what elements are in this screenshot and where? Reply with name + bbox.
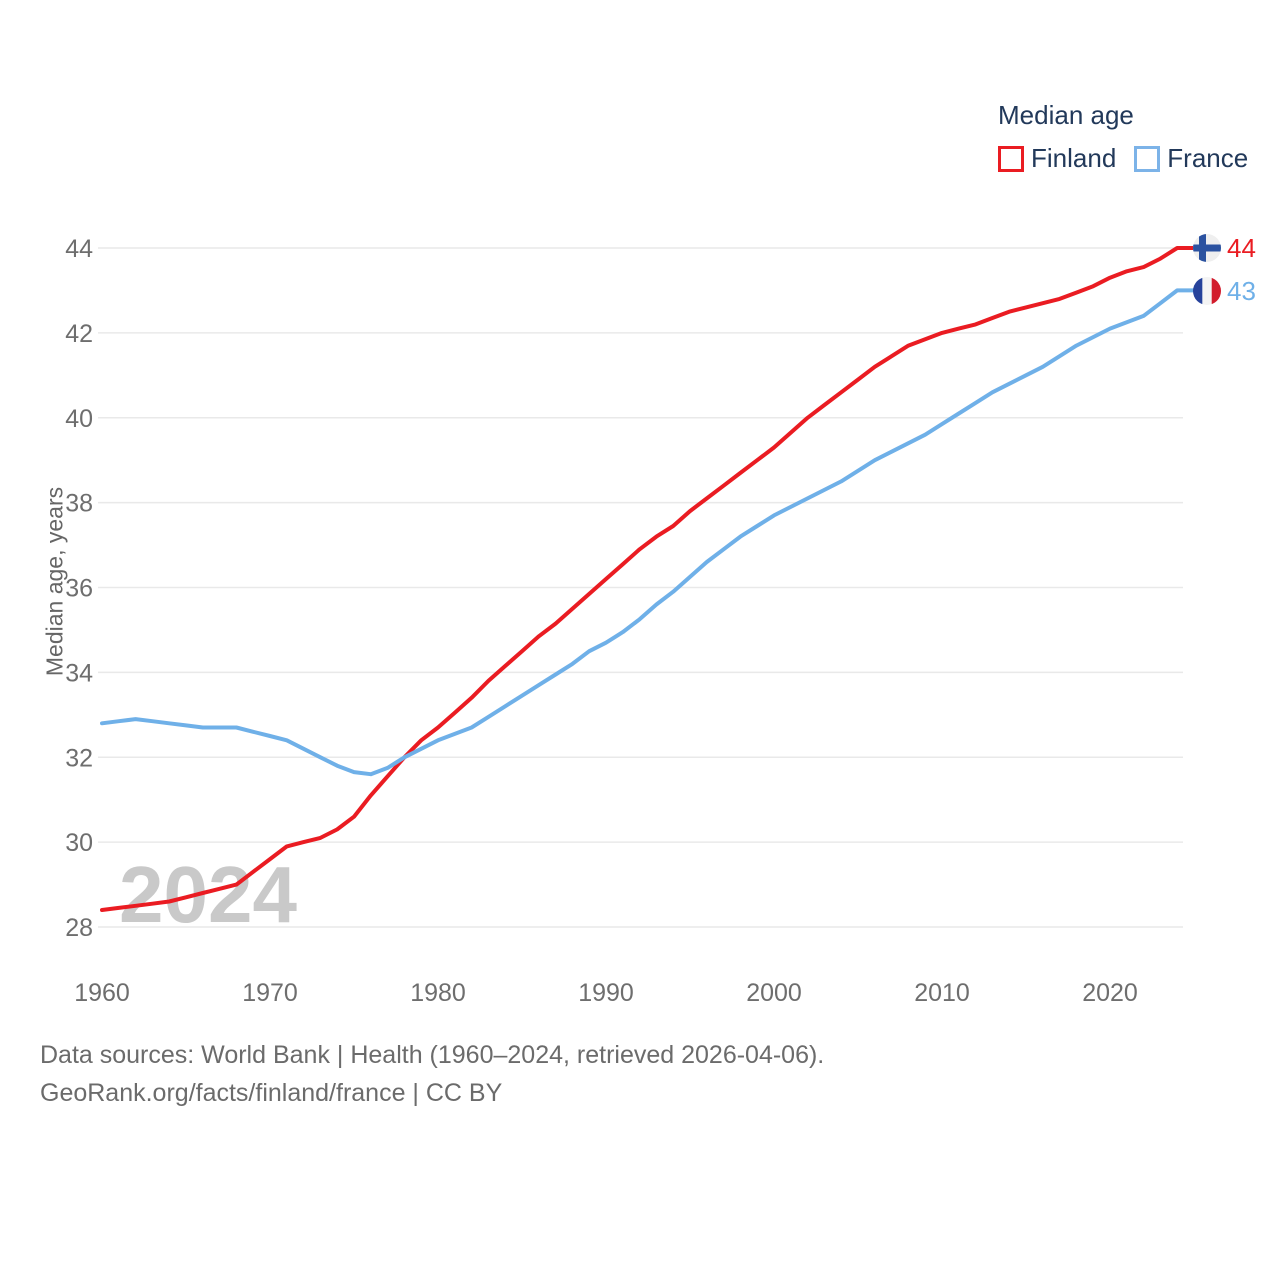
x-tick-label-2020: 2020: [1082, 979, 1138, 1007]
y-tick-label-42: 42: [65, 320, 93, 348]
france-line-series[interactable]: [100, 288, 1196, 777]
legend-title: Median age: [998, 100, 1134, 130]
y-tick-label-28: 28: [65, 914, 93, 942]
x-tick-label-1970: 1970: [242, 979, 298, 1007]
legend-item-label: Finland: [1031, 143, 1117, 173]
legend: Median age Finland France: [998, 100, 1248, 174]
x-tick-label-1990: 1990: [578, 979, 634, 1007]
x-tick-label-2010: 2010: [914, 979, 970, 1007]
x-tick-label-1960: 1960: [74, 979, 130, 1007]
legend-item-label: France: [1167, 143, 1249, 173]
france-end-value: 43: [1227, 276, 1256, 306]
legend-item-finland[interactable]: Finland: [998, 143, 1116, 174]
y-tick-label-38: 38: [65, 490, 93, 518]
footer: Data sources: World Bank | Health (1960–…: [40, 1036, 824, 1112]
finland-series-swatch: [998, 145, 1024, 172]
finland-flag-icon: [1193, 234, 1221, 262]
legend-item-france[interactable]: France: [1134, 143, 1248, 174]
finland-line-series[interactable]: [100, 246, 1196, 912]
y-tick-label-44: 44: [65, 235, 93, 263]
data-sources-line: Data sources: World Bank | Health (1960–…: [40, 1041, 825, 1069]
y-tick-label-34: 34: [65, 659, 93, 687]
watermark-year: 2024: [119, 850, 297, 939]
x-tick-label-1980: 1980: [410, 979, 466, 1007]
x-tick-label-2000: 2000: [746, 979, 802, 1007]
y-tick-label-40: 40: [65, 405, 93, 433]
y-axis-title: Median age, years: [41, 486, 68, 677]
finland-end-label: 44: [1193, 233, 1256, 263]
attribution-line: GeoRank.org/facts/finland/france | CC BY: [40, 1079, 503, 1107]
france-end-label: 43: [1193, 276, 1256, 306]
y-tick-label-36: 36: [65, 575, 93, 603]
legend-items: Finland France: [998, 143, 1248, 174]
finland-end-value: 44: [1227, 233, 1256, 263]
france-flag-icon: [1193, 277, 1221, 305]
y-tick-label-32: 32: [65, 744, 93, 772]
france-series-swatch: [1134, 145, 1161, 172]
y-tick-label-30: 30: [65, 829, 93, 857]
